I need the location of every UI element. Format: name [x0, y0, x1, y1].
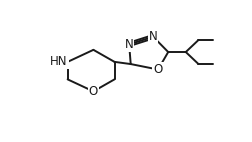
Text: N: N	[149, 30, 158, 43]
Text: O: O	[153, 63, 163, 76]
Text: HN: HN	[50, 55, 68, 68]
Text: N: N	[125, 38, 134, 51]
Text: O: O	[89, 85, 98, 98]
